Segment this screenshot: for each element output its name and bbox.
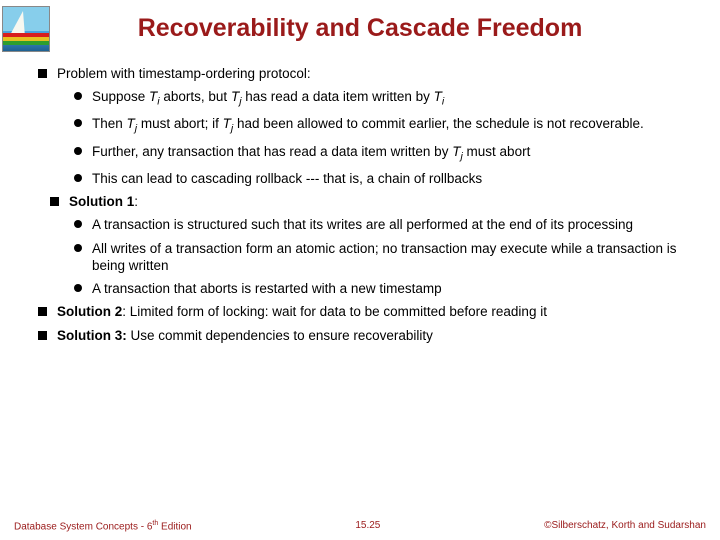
round-bullet-icon [74, 119, 82, 127]
slide-title: Recoverability and Cascade Freedom [0, 0, 720, 65]
square-bullet-icon [38, 307, 47, 316]
footer-center: 15.25 [355, 520, 380, 532]
bullet-text: A transaction is structured such that it… [92, 216, 633, 233]
bullet-text: Then Tj must abort; if Tj had been allow… [92, 115, 644, 136]
round-bullet-icon [74, 174, 82, 182]
bullet-level1: Solution 2: Limited form of locking: wai… [38, 303, 692, 320]
round-bullet-icon [74, 147, 82, 155]
slide-logo [2, 6, 50, 52]
bullet-text: Solution 2: Limited form of locking: wai… [57, 303, 547, 320]
footer-left-pre: Database System Concepts - 6 [14, 521, 152, 532]
footer-right: ©Silberschatz, Korth and Sudarshan [544, 520, 706, 532]
slide-footer: Database System Concepts - 6th Edition 1… [0, 520, 720, 532]
square-bullet-icon [38, 331, 47, 340]
bullet-level1: Solution 1: [50, 193, 692, 210]
bullet-text: All writes of a transaction form an atom… [92, 240, 692, 275]
bullet-text: Problem with timestamp-ordering protocol… [57, 65, 311, 82]
bullet-level1: Solution 3: Use commit dependencies to e… [38, 327, 692, 344]
bullet-level2: Then Tj must abort; if Tj had been allow… [74, 115, 692, 136]
bullet-level1: Problem with timestamp-ordering protocol… [38, 65, 692, 82]
bullet-level2: A transaction is structured such that it… [74, 216, 692, 233]
bullet-text: Solution 1: [69, 193, 138, 210]
footer-left-post: Edition [158, 521, 191, 532]
round-bullet-icon [74, 220, 82, 228]
bullet-level2: A transaction that aborts is restarted w… [74, 280, 692, 297]
bullet-text: Suppose Ti aborts, but Tj has read a dat… [92, 88, 444, 109]
bullet-level2: This can lead to cascading rollback --- … [74, 170, 692, 187]
round-bullet-icon [74, 244, 82, 252]
bullet-text: Solution 3: Use commit dependencies to e… [57, 327, 433, 344]
square-bullet-icon [38, 69, 47, 78]
round-bullet-icon [74, 92, 82, 100]
bullet-level2: Further, any transaction that has read a… [74, 143, 692, 164]
bullet-level2: Suppose Ti aborts, but Tj has read a dat… [74, 88, 692, 109]
slide-content: Problem with timestamp-ordering protocol… [0, 65, 720, 344]
round-bullet-icon [74, 284, 82, 292]
bullet-text: Further, any transaction that has read a… [92, 143, 530, 164]
bullet-text: A transaction that aborts is restarted w… [92, 280, 442, 297]
square-bullet-icon [50, 197, 59, 206]
bullet-text: This can lead to cascading rollback --- … [92, 170, 482, 187]
footer-left: Database System Concepts - 6th Edition [14, 520, 192, 532]
bullet-level2: All writes of a transaction form an atom… [74, 240, 692, 275]
